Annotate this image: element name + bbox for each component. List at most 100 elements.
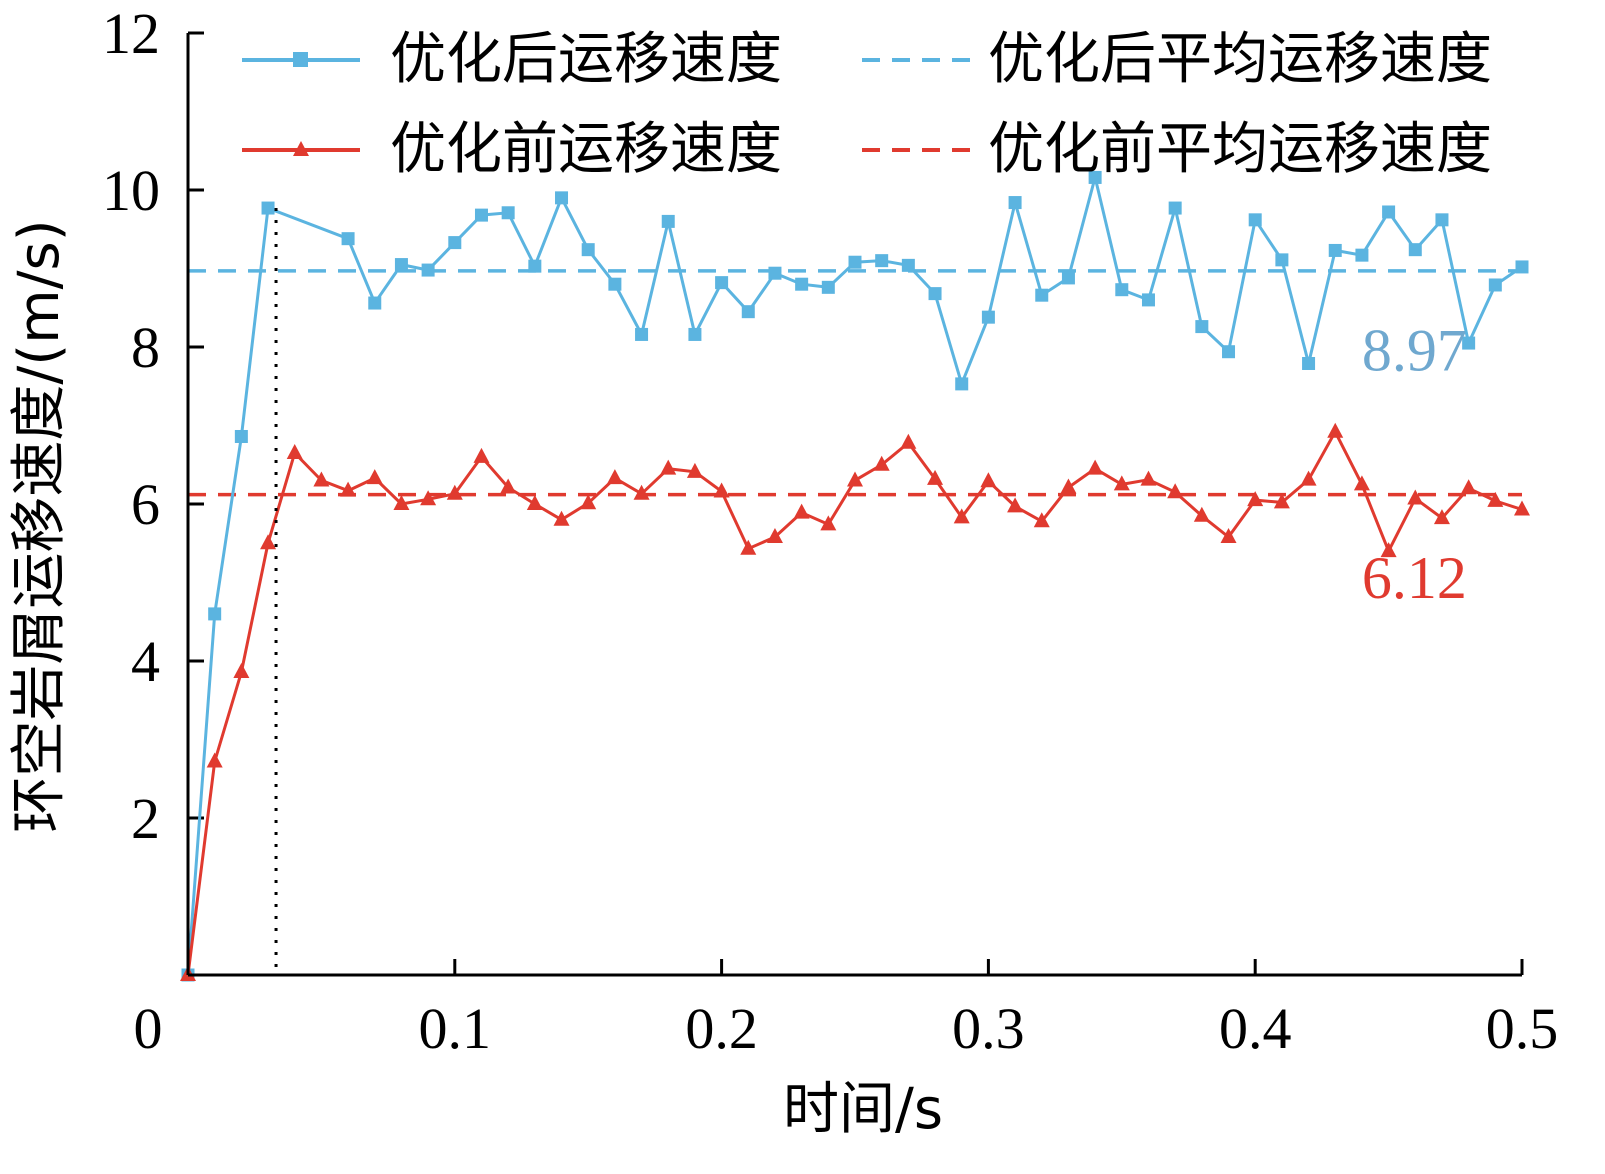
data-point-square bbox=[1008, 196, 1022, 210]
data-point-triangle bbox=[260, 534, 277, 550]
data-point-square bbox=[635, 327, 649, 341]
data-point-triangle bbox=[1273, 493, 1290, 509]
data-point-triangle bbox=[1460, 479, 1477, 495]
data-point-square bbox=[955, 377, 969, 391]
data-point-triangle bbox=[927, 469, 944, 485]
data-point-square bbox=[501, 206, 515, 220]
data-point-square bbox=[741, 305, 755, 319]
axes bbox=[186, 33, 1522, 977]
series-line-1 bbox=[186, 428, 1523, 976]
data-point-triangle bbox=[873, 455, 890, 471]
data-point-square bbox=[261, 201, 275, 215]
data-point-square bbox=[1061, 271, 1075, 285]
data-point-square bbox=[1355, 248, 1369, 262]
x-tick-label: 0.3 bbox=[952, 996, 1025, 1061]
data-point-triangle bbox=[1167, 483, 1184, 499]
data-point-triangle bbox=[847, 471, 863, 487]
data-point-square bbox=[394, 258, 408, 272]
data-point-triangle bbox=[1300, 470, 1317, 486]
data-point-triangle bbox=[1220, 527, 1237, 543]
data-point-triangle bbox=[1353, 475, 1370, 491]
data-point-triangle bbox=[366, 469, 383, 485]
data-point-triangle bbox=[1113, 475, 1130, 491]
data-point-triangle bbox=[393, 495, 410, 510]
data-point-triangle bbox=[206, 752, 223, 768]
data-point-triangle bbox=[900, 433, 917, 449]
y-tick-label: 10 bbox=[102, 158, 160, 223]
data-point-triangle bbox=[740, 539, 757, 555]
data-point-square bbox=[528, 259, 542, 273]
data-point-triangle bbox=[820, 515, 837, 531]
data-point-square bbox=[1302, 356, 1316, 370]
data-point-square bbox=[848, 255, 862, 269]
data-point-square bbox=[1328, 243, 1342, 257]
legend-label-after: 优化后运移速度 bbox=[390, 27, 782, 92]
x-tick-label: 0.2 bbox=[685, 996, 758, 1061]
x-tick-label: 0.5 bbox=[1486, 996, 1559, 1061]
data-point-triangle bbox=[500, 478, 517, 494]
data-point-triangle bbox=[633, 484, 650, 500]
series-line-0 bbox=[186, 177, 1523, 976]
data-point-square bbox=[1488, 278, 1502, 292]
data-point-square bbox=[688, 327, 702, 341]
data-point-square bbox=[421, 263, 435, 277]
legend: 优化后运移速度 优化后平均运移速度 优化前运移速度 优化前平均运移速度 bbox=[242, 27, 1492, 182]
legend-entry-after-average: 优化后平均运移速度 bbox=[862, 27, 1492, 92]
data-point-triangle bbox=[1007, 497, 1024, 513]
data-point-square bbox=[1248, 213, 1262, 227]
data-point-triangle bbox=[606, 469, 623, 485]
data-point-triangle bbox=[980, 472, 997, 488]
data-point-square bbox=[474, 208, 488, 222]
data-point-triangle bbox=[1407, 489, 1424, 505]
data-point-triangle bbox=[1087, 459, 1104, 475]
x-axis-title: 时间/s bbox=[783, 1077, 943, 1142]
data-point-square bbox=[208, 607, 222, 621]
legend-label-after-average: 优化后平均运移速度 bbox=[988, 27, 1492, 92]
data-point-triangle bbox=[1514, 500, 1530, 516]
data-point-triangle bbox=[1140, 470, 1157, 486]
data-point-triangle bbox=[953, 508, 970, 524]
data-point-square bbox=[661, 214, 675, 228]
data-point-square bbox=[1382, 205, 1396, 219]
data-point-square bbox=[1115, 283, 1129, 297]
data-point-triangle bbox=[553, 510, 570, 526]
data-point-triangle bbox=[1433, 509, 1450, 525]
legend-entry-before: 优化前运移速度 bbox=[242, 117, 782, 182]
y-tick-label: 8 bbox=[131, 315, 160, 380]
data-point-triangle bbox=[793, 503, 810, 519]
data-point-square bbox=[368, 296, 382, 310]
data-point-triangle bbox=[340, 481, 357, 497]
data-point-square bbox=[1462, 336, 1476, 350]
series-layer bbox=[180, 170, 1530, 982]
data-point-square bbox=[1195, 320, 1209, 334]
y-tick-label: 6 bbox=[131, 472, 160, 537]
data-point-square bbox=[1515, 260, 1529, 274]
ticks-layer: 0 0.1 0.2 0.3 0.4 0.5 2 4 6 8 10 12 bbox=[102, 1, 1558, 1061]
data-point-triangle bbox=[473, 447, 490, 463]
y-axis-title: 环空岩屑运移速度/(m/s) bbox=[7, 219, 72, 832]
data-point-triangle bbox=[1247, 491, 1264, 507]
data-point-square bbox=[1088, 170, 1102, 184]
annotations: 8.97 6.12 bbox=[1362, 318, 1467, 612]
data-point-triangle bbox=[1380, 542, 1397, 558]
data-point-triangle bbox=[766, 527, 783, 543]
x-tick-label: 0.4 bbox=[1219, 996, 1292, 1061]
data-point-square bbox=[581, 243, 595, 257]
data-point-square bbox=[448, 236, 462, 250]
legend-entry-after: 优化后运移速度 bbox=[242, 27, 782, 92]
data-point-triangle bbox=[526, 495, 543, 510]
data-point-triangle bbox=[1060, 478, 1077, 494]
data-point-triangle bbox=[1193, 506, 1210, 522]
x-tick-label: 0.1 bbox=[419, 996, 492, 1061]
data-point-triangle bbox=[1033, 512, 1050, 528]
data-point-triangle bbox=[420, 490, 437, 506]
y-tick-label: 4 bbox=[131, 629, 160, 694]
data-point-square bbox=[875, 254, 889, 268]
legend-entry-before-average: 优化前平均运移速度 bbox=[862, 117, 1492, 182]
data-point-square bbox=[1275, 253, 1289, 267]
legend-label-before: 优化前运移速度 bbox=[390, 117, 782, 182]
data-point-square bbox=[555, 191, 569, 205]
data-point-square bbox=[1141, 293, 1155, 307]
data-point-square bbox=[981, 310, 995, 324]
legend-label-before-average: 优化前平均运移速度 bbox=[988, 117, 1492, 182]
